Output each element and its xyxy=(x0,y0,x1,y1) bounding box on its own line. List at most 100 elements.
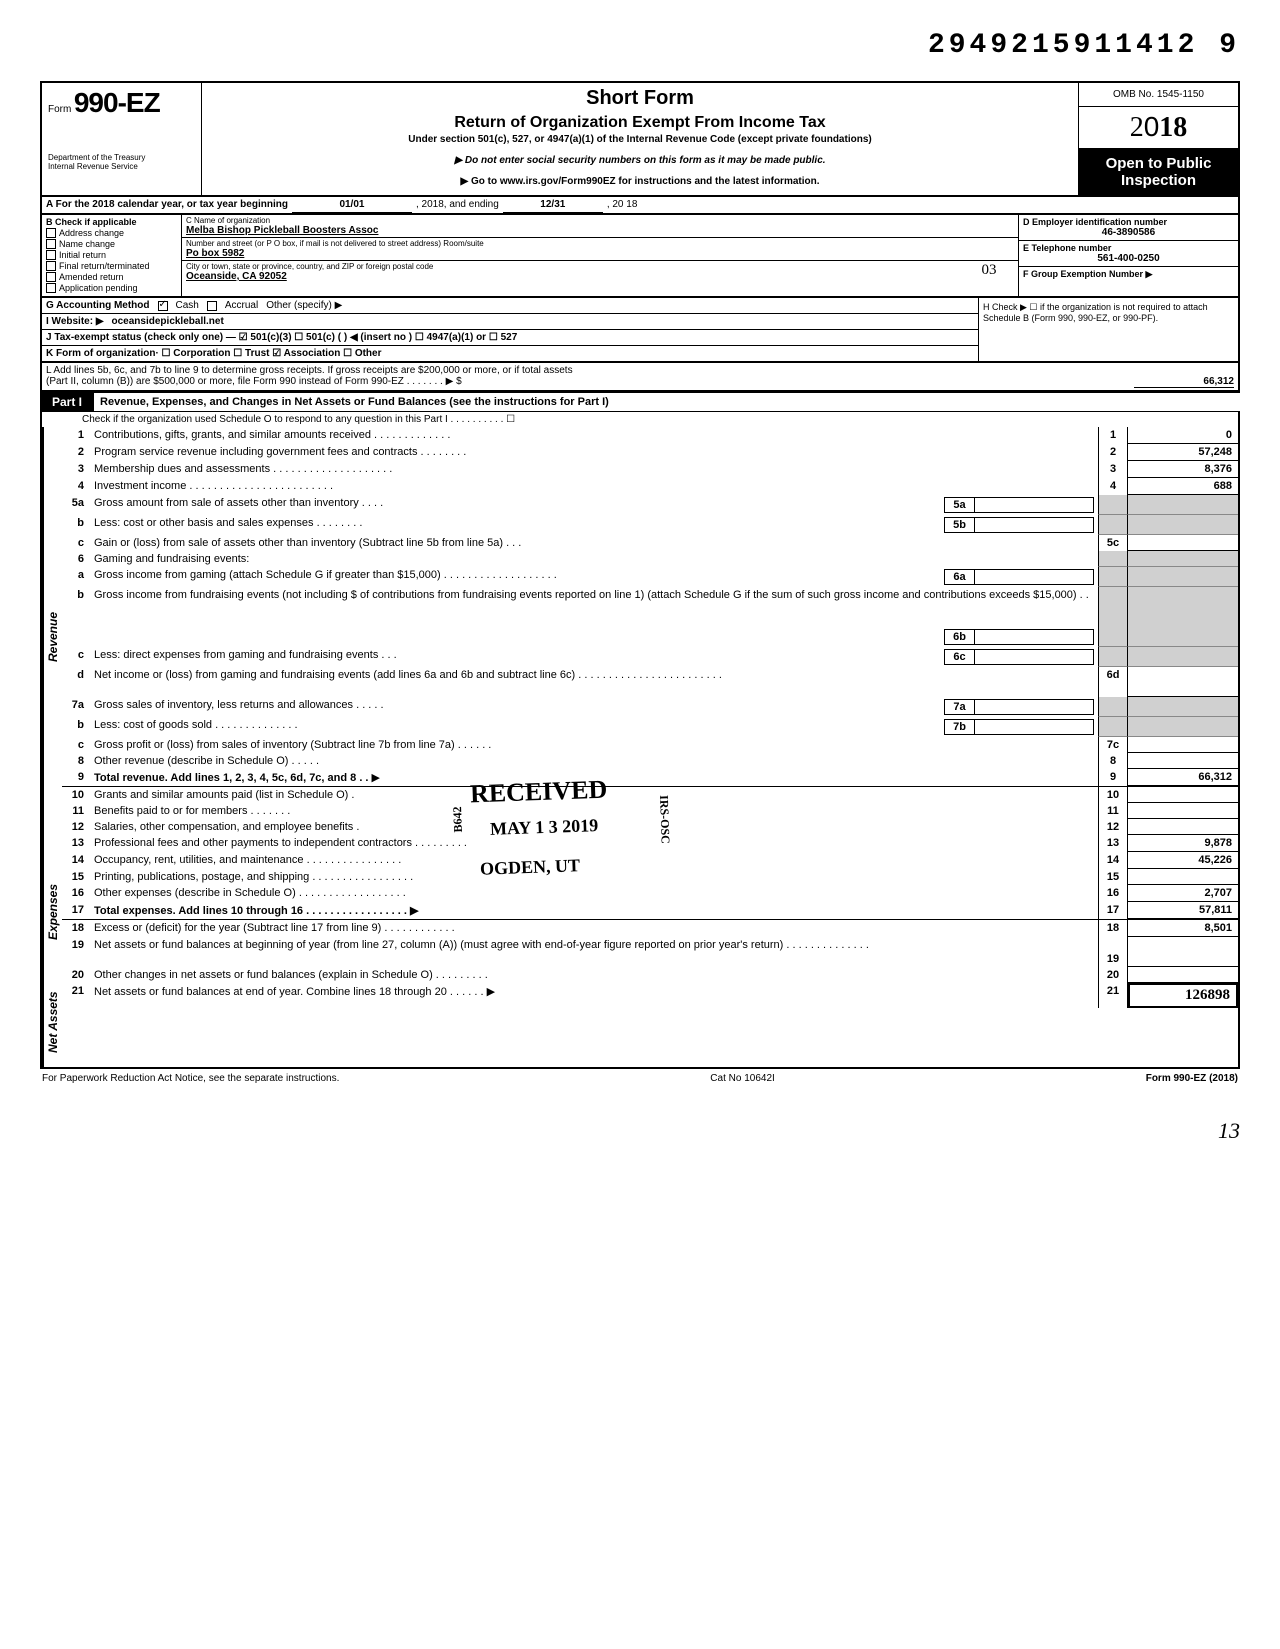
form-title: Short Form xyxy=(210,87,1070,110)
e-label: E Telephone number xyxy=(1023,243,1234,253)
line-5c: cGain or (loss) from sale of assets othe… xyxy=(62,535,1238,551)
lbl-accrual: Accrual xyxy=(225,300,258,311)
city-label: City or town, state or province, country… xyxy=(186,262,964,271)
chk-amended-return[interactable] xyxy=(46,272,56,282)
ein-value[interactable]: 46-3890586 xyxy=(1023,227,1234,238)
lbl-name-change: Name change xyxy=(59,239,115,249)
line-10: 10Grants and similar amounts paid (list … xyxy=(62,787,1238,803)
form-header: Form 990-EZ Department of the Treasury I… xyxy=(40,81,1240,197)
l-line1: L Add lines 5b, 6c, and 7b to line 9 to … xyxy=(46,365,1234,376)
chk-accrual[interactable] xyxy=(207,301,217,311)
header-left: Form 990-EZ Department of the Treasury I… xyxy=(42,83,202,195)
line-19: 19Net assets or fund balances at beginni… xyxy=(62,937,1238,967)
header-center: Short Form Return of Organization Exempt… xyxy=(202,83,1078,195)
row-j: J Tax-exempt status (check only one) — ☑… xyxy=(42,330,978,346)
line-6b: bGross income from fundraising events (n… xyxy=(62,587,1238,647)
handwritten-code: 03 xyxy=(964,262,1014,282)
line-6d: dNet income or (loss) from gaming and fu… xyxy=(62,667,1238,697)
dept-irs: Internal Revenue Service xyxy=(48,162,195,171)
part1-check-line: Check if the organization used Schedule … xyxy=(40,412,1240,427)
line-7c: cGross profit or (loss) from sales of in… xyxy=(62,737,1238,753)
k-content: K Form of organization· ☐ Corporation ☐ … xyxy=(46,348,382,359)
city-value[interactable]: Oceanside, CA 92052 xyxy=(186,271,964,282)
phone-value[interactable]: 561-400-0250 xyxy=(1023,253,1234,264)
row-a-tax-year: A For the 2018 calendar year, or tax yea… xyxy=(40,197,1240,215)
lbl-other-specify: Other (specify) ▶ xyxy=(266,300,342,311)
line-17: 17Total expenses. Add lines 10 through 1… xyxy=(62,902,1238,920)
part1-tag: Part I xyxy=(40,392,94,412)
tracking-number: 2949215911412 9 xyxy=(40,30,1240,61)
col-b-checks: B Check if applicable Address change Nam… xyxy=(42,215,182,296)
footer-left: For Paperwork Reduction Act Notice, see … xyxy=(42,1073,339,1084)
line-4: 4Investment income . . . . . . . . . . .… xyxy=(62,478,1238,495)
i-label: I Website: ▶ xyxy=(46,316,104,327)
row-k: K Form of organization· ☐ Corporation ☐ … xyxy=(42,346,978,361)
form-subtext: Under section 501(c), 527, or 4947(a)(1)… xyxy=(210,134,1070,145)
line-16: 16Other expenses (describe in Schedule O… xyxy=(62,885,1238,902)
line-3: 3Membership dues and assessments . . . .… xyxy=(62,461,1238,478)
part1-body: Revenue Expenses Net Assets 1Contributio… xyxy=(40,427,1240,1069)
line-21: 21Net assets or fund balances at end of … xyxy=(62,983,1238,1008)
expenses-side-label: Expenses xyxy=(42,847,62,977)
footer-right: Form 990-EZ (2018) xyxy=(1146,1073,1238,1084)
line-13: 13Professional fees and other payments t… xyxy=(62,835,1238,852)
row-l: L Add lines 5b, 6c, and 7b to line 9 to … xyxy=(40,363,1240,392)
l-amount[interactable]: 66,312 xyxy=(1134,376,1234,388)
omb-number: OMB No. 1545-1150 xyxy=(1079,83,1238,107)
rows-g-to-k-wrap: G Accounting Method Cash Accrual Other (… xyxy=(40,298,1240,363)
chk-cash[interactable] xyxy=(158,301,168,311)
line-6a: aGross income from gaming (attach Schedu… xyxy=(62,567,1238,587)
g-label: G Accounting Method xyxy=(46,300,150,311)
chk-final-return[interactable] xyxy=(46,261,56,271)
line-7b: bLess: cost of goods sold . . . . . . . … xyxy=(62,717,1238,737)
line-14: 14Occupancy, rent, utilities, and mainte… xyxy=(62,852,1238,869)
chk-name-change[interactable] xyxy=(46,239,56,249)
line-8: 8Other revenue (describe in Schedule O) … xyxy=(62,753,1238,769)
street-label: Number and street (or P O box, if mail i… xyxy=(186,239,1014,248)
footer-mid: Cat No 10642I xyxy=(710,1073,775,1084)
row-i: I Website: ▶ oceansidepickleball.net xyxy=(42,314,978,330)
chk-application-pending[interactable] xyxy=(46,283,56,293)
row-a-label: A For the 2018 calendar year, or tax yea… xyxy=(42,197,292,213)
form-subtitle: Return of Organization Exempt From Incom… xyxy=(210,114,1070,132)
c-label: C Name of organization xyxy=(186,216,1014,225)
chk-address-change[interactable] xyxy=(46,228,56,238)
line-7a: 7aGross sales of inventory, less returns… xyxy=(62,697,1238,717)
row-g: G Accounting Method Cash Accrual Other (… xyxy=(42,298,978,314)
line-5a: 5aGross amount from sale of assets other… xyxy=(62,495,1238,515)
lbl-address-change: Address change xyxy=(59,228,124,238)
line-6: 6Gaming and fundraising events: xyxy=(62,551,1238,567)
form-number: 990-EZ xyxy=(74,87,160,118)
line-15: 15Printing, publications, postage, and s… xyxy=(62,869,1238,885)
section-b: B Check if applicable Address change Nam… xyxy=(40,215,1240,298)
form-prefix: Form xyxy=(48,104,71,115)
privacy-note: ▶ Do not enter social security numbers o… xyxy=(210,155,1070,166)
line-9: 9Total revenue. Add lines 1, 2, 3, 4, 5c… xyxy=(62,769,1238,787)
line-18: 18Excess or (deficit) for the year (Subt… xyxy=(62,920,1238,937)
begin-date[interactable]: 01/01 xyxy=(292,197,412,213)
row-a-tail: , 20 18 xyxy=(603,197,642,213)
lbl-initial-return: Initial return xyxy=(59,250,106,260)
tax-year: 20201818 xyxy=(1079,107,1238,149)
line-5b: bLess: cost or other basis and sales exp… xyxy=(62,515,1238,535)
row-a-mid: , 2018, and ending xyxy=(412,197,503,213)
col-b-right: D Employer identification number 46-3890… xyxy=(1018,215,1238,296)
line-12: 12Salaries, other compensation, and empl… xyxy=(62,819,1238,835)
lbl-cash: Cash xyxy=(176,300,199,311)
netassets-side-label: Net Assets xyxy=(42,977,62,1067)
po-box[interactable]: Po box 5982 xyxy=(186,248,1014,259)
lbl-final-return: Final return/terminated xyxy=(59,261,150,271)
end-date[interactable]: 12/31 xyxy=(503,197,603,213)
lbl-application-pending: Application pending xyxy=(59,283,138,293)
f-label: F Group Exemption Number ▶ xyxy=(1023,269,1234,280)
org-name[interactable]: Melba Bishop Pickleball Boosters Assoc xyxy=(186,225,1014,236)
line-6c: cLess: direct expenses from gaming and f… xyxy=(62,647,1238,667)
col-b-center: C Name of organization Melba Bishop Pick… xyxy=(182,215,1018,296)
open-to-public: Open to Public Inspection xyxy=(1079,149,1238,195)
website-value[interactable]: oceansidepickleball.net xyxy=(112,316,224,327)
dept-treasury: Department of the Treasury xyxy=(48,153,195,162)
line-20: 20Other changes in net assets or fund ba… xyxy=(62,967,1238,983)
line-2: 2Program service revenue including gover… xyxy=(62,444,1238,461)
chk-initial-return[interactable] xyxy=(46,250,56,260)
line-1: 1Contributions, gifts, grants, and simil… xyxy=(62,427,1238,444)
